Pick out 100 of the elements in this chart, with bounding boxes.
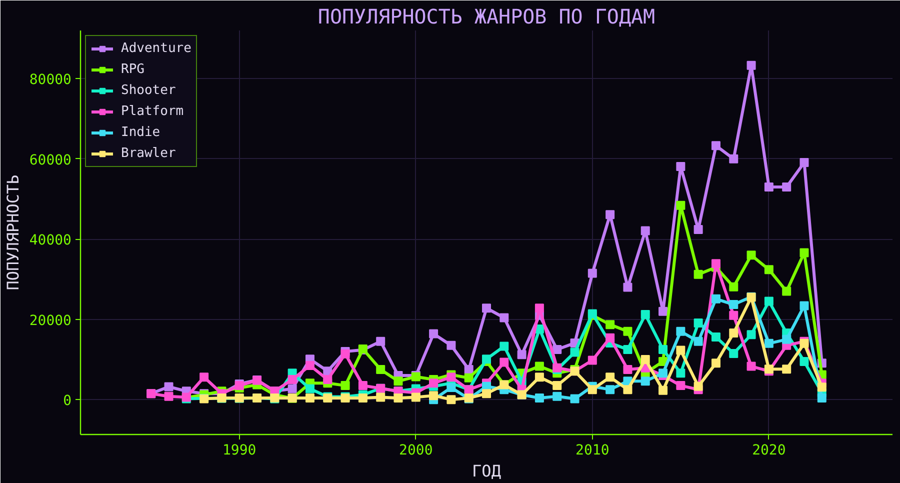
point <box>429 391 438 400</box>
point <box>782 182 792 192</box>
legend-label: Platform <box>121 104 184 119</box>
point <box>200 372 209 382</box>
point <box>482 389 491 398</box>
point <box>640 310 650 320</box>
x-tick-label: 1990 <box>222 442 256 458</box>
point <box>676 368 686 378</box>
point <box>464 365 474 374</box>
point <box>340 349 350 358</box>
point <box>676 326 686 336</box>
point <box>534 362 544 371</box>
x-tick-label: 2020 <box>752 442 786 458</box>
point <box>376 392 386 402</box>
y-tick-label: 40000 <box>29 232 72 249</box>
x-tick-label: 2010 <box>576 442 610 458</box>
point <box>164 382 174 392</box>
point <box>358 393 368 402</box>
point <box>694 224 703 234</box>
point <box>623 344 632 354</box>
point <box>164 392 174 401</box>
point <box>517 350 526 360</box>
point <box>623 326 632 336</box>
point <box>782 364 792 374</box>
point <box>817 382 826 392</box>
point <box>446 383 456 392</box>
point <box>800 301 809 310</box>
point <box>623 385 632 394</box>
point <box>623 282 632 292</box>
point <box>694 318 703 328</box>
legend-label: Brawler <box>121 146 176 161</box>
point <box>534 304 544 313</box>
point <box>658 306 668 316</box>
point <box>446 395 456 404</box>
point <box>376 336 386 346</box>
point <box>606 385 615 394</box>
point <box>746 330 756 340</box>
point <box>658 386 668 395</box>
point <box>694 382 703 391</box>
point <box>446 372 456 382</box>
y-tick-label: 60000 <box>29 152 72 168</box>
point <box>729 282 738 292</box>
point <box>764 265 774 274</box>
point <box>534 372 544 382</box>
point <box>411 392 420 402</box>
chart-title: ПОПУЛЯРНОСТЬ ЖАНРОВ ПО ГОДАМ <box>318 4 656 28</box>
point <box>764 338 774 348</box>
point <box>552 392 562 401</box>
point <box>394 376 403 386</box>
point <box>552 344 562 354</box>
point <box>606 333 615 342</box>
point <box>782 334 792 344</box>
point <box>658 344 668 354</box>
point <box>764 296 774 306</box>
point <box>729 154 738 164</box>
x-tick-label: 2000 <box>399 442 433 458</box>
point <box>640 226 650 236</box>
legend-label: Adventure <box>121 41 192 56</box>
point <box>800 158 809 167</box>
point <box>782 286 792 296</box>
point <box>676 162 686 172</box>
y-tick-label: 0 <box>63 393 72 410</box>
point <box>394 393 403 402</box>
point <box>746 250 756 260</box>
point <box>623 365 632 374</box>
point <box>482 304 491 313</box>
point <box>552 381 562 390</box>
point <box>588 385 597 394</box>
point <box>711 141 720 150</box>
point <box>729 310 738 320</box>
y-tick-label: 20000 <box>29 312 72 329</box>
point <box>764 182 774 192</box>
y-axis-title: ПОПУЛЯРНОСТЬ <box>3 174 22 290</box>
point <box>606 372 615 382</box>
point <box>570 394 580 404</box>
point <box>746 60 756 70</box>
legend-label: Indie <box>121 125 160 140</box>
point <box>711 358 720 368</box>
point <box>500 342 509 351</box>
point <box>729 328 738 338</box>
point <box>588 268 597 278</box>
point <box>323 375 332 384</box>
point <box>500 313 509 322</box>
point <box>711 294 720 304</box>
point <box>658 368 668 378</box>
point <box>429 378 438 388</box>
point <box>588 356 597 365</box>
point <box>746 362 756 371</box>
point <box>676 381 686 390</box>
point <box>340 381 350 390</box>
point <box>676 200 686 210</box>
point <box>288 375 297 384</box>
point <box>376 365 386 374</box>
point <box>640 376 650 386</box>
point <box>711 259 720 268</box>
point <box>640 354 650 364</box>
point <box>288 384 297 394</box>
point <box>464 373 474 382</box>
legend-label: Shooter <box>121 83 176 98</box>
point <box>729 300 738 310</box>
